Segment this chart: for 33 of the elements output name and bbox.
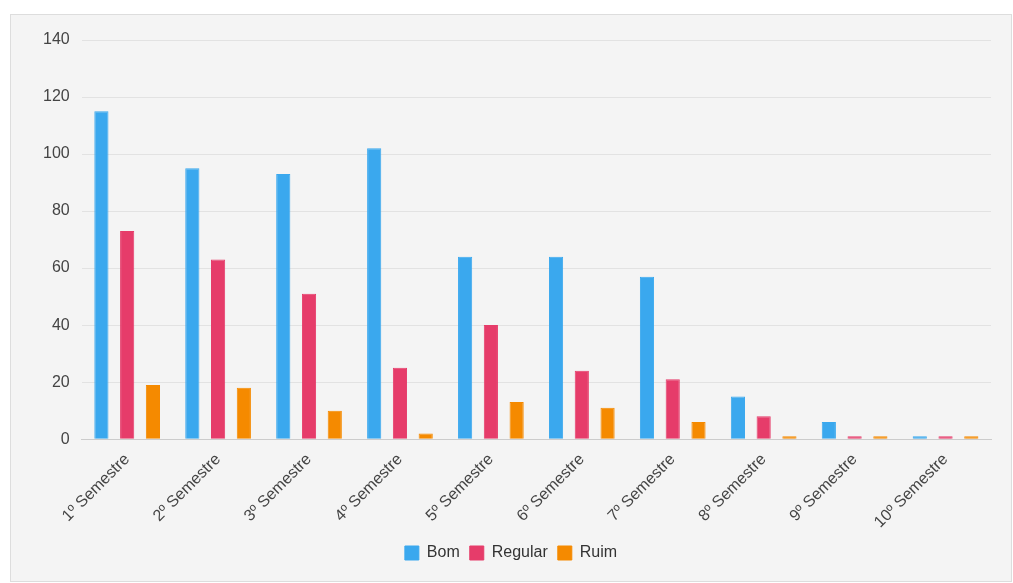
legend-label: Bom [426,543,460,561]
bar [367,148,382,439]
y-tick-label: 80 [51,201,70,219]
y-tick-label: 140 [42,30,70,48]
bar [327,410,342,439]
bar [665,379,680,439]
y-tick-label: 100 [42,144,70,162]
bar [236,387,251,439]
legend-label: Regular [491,543,549,561]
bar [392,367,408,439]
bar [120,231,135,439]
bar [94,111,109,439]
y-tick-label: 60 [51,258,70,276]
bar [639,276,655,439]
bar [483,325,498,439]
y-tick-label: 0 [60,429,70,447]
legend-label: Ruim [579,543,618,561]
bar [509,402,524,439]
bar [548,256,564,439]
y-tick-label: 120 [42,87,70,105]
bar [418,433,433,439]
bar [458,256,473,439]
bar [185,168,200,439]
bar [600,407,615,439]
bar [276,174,291,439]
bar [730,396,745,439]
bar [756,416,771,439]
y-tick-label: 40 [51,315,70,333]
bar [574,370,589,439]
y-tick-label: 20 [51,372,70,390]
bar [301,293,317,439]
bar [211,259,226,439]
bar [145,384,161,439]
